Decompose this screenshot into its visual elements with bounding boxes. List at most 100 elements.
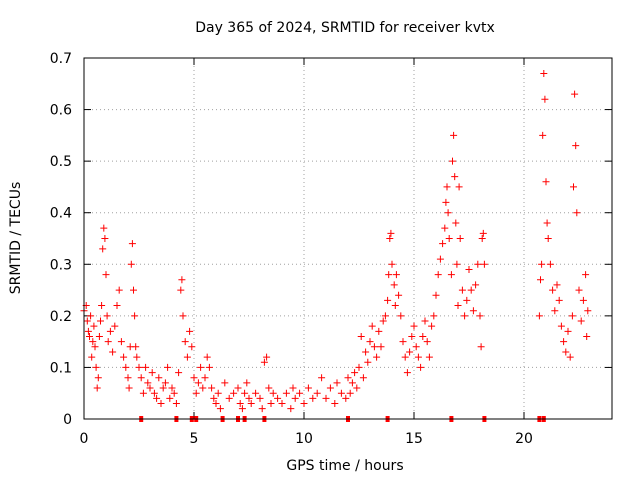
data-point <box>366 338 374 346</box>
data-point <box>436 255 444 263</box>
data-point <box>128 240 136 248</box>
data-point <box>313 389 321 397</box>
data-point <box>397 312 405 320</box>
data-point <box>83 317 91 325</box>
data-point <box>127 260 135 268</box>
x-tick-label: 15 <box>405 431 423 447</box>
data-point <box>247 400 255 408</box>
data-point <box>93 384 101 392</box>
y-tick-label: 0.4 <box>50 206 72 222</box>
data-point <box>267 400 275 408</box>
data-point <box>568 312 576 320</box>
data-point <box>346 389 354 397</box>
data-point <box>553 281 561 289</box>
data-point <box>124 374 132 382</box>
data-point <box>364 358 372 366</box>
data-point <box>183 353 191 361</box>
y-tick-label: 0.1 <box>50 360 72 376</box>
data-point <box>179 312 187 320</box>
data-point <box>403 369 411 377</box>
x-axis-label: GPS time / hours <box>286 458 403 474</box>
data-point <box>194 379 202 387</box>
x-tick-label: 0 <box>80 431 89 447</box>
data-point <box>377 343 385 351</box>
x-tick-label: 5 <box>190 431 199 447</box>
data-point <box>178 276 186 284</box>
data-point <box>155 374 163 382</box>
data-point <box>348 379 356 387</box>
data-point <box>91 343 99 351</box>
data-point <box>159 384 167 392</box>
data-point <box>282 389 290 397</box>
data-point <box>186 327 194 335</box>
data-point <box>100 224 108 232</box>
data-point <box>269 389 277 397</box>
data-point <box>265 384 273 392</box>
data-point <box>362 348 370 356</box>
data-point <box>444 209 452 217</box>
data-point <box>443 183 451 191</box>
data-point <box>236 400 244 408</box>
data-point <box>344 374 352 382</box>
data-point <box>94 374 102 382</box>
data-point <box>573 209 581 217</box>
data-point <box>175 369 183 377</box>
x-tick-label: 10 <box>295 431 313 447</box>
data-point <box>113 302 121 310</box>
data-point <box>245 394 253 402</box>
data-point <box>412 343 420 351</box>
data-point <box>260 358 268 366</box>
data-point <box>386 235 394 242</box>
data-point <box>546 260 554 268</box>
data-point <box>86 332 93 340</box>
data-point <box>150 389 158 397</box>
data-point <box>478 235 486 242</box>
data-point <box>120 353 128 361</box>
data-point <box>477 343 485 351</box>
data-point <box>97 317 104 325</box>
data-point <box>450 131 458 139</box>
data-point <box>541 95 549 103</box>
data-point <box>454 302 462 310</box>
data-point <box>300 400 308 408</box>
data-point <box>137 374 145 382</box>
data-point <box>216 405 224 413</box>
data-point <box>575 286 583 294</box>
data-point <box>423 338 431 346</box>
data-point <box>357 332 365 340</box>
y-tick-label: 0.2 <box>50 309 72 325</box>
data-point <box>572 142 580 150</box>
data-point <box>571 90 579 98</box>
data-point <box>146 384 154 392</box>
data-point <box>225 394 233 402</box>
data-point <box>161 379 169 387</box>
axis-ticks: 0 0.1 0.2 0.3 0.4 0.5 0.6 0.7 0 5 10 15 20 <box>50 51 612 447</box>
data-point <box>370 343 378 351</box>
data-point <box>537 276 544 284</box>
data-point <box>430 312 438 320</box>
data-point <box>392 271 400 279</box>
data-point <box>142 363 150 371</box>
data-point <box>538 260 546 268</box>
data-point <box>417 363 425 371</box>
data-point <box>172 400 180 408</box>
data-point <box>584 307 592 315</box>
data-point <box>214 389 222 397</box>
data-point <box>111 322 119 330</box>
data-point <box>164 363 172 371</box>
data-point <box>221 379 229 387</box>
data-point <box>205 363 213 371</box>
data-point <box>414 353 422 361</box>
data-point <box>181 338 189 346</box>
plot-frame <box>83 57 613 420</box>
data-point <box>410 322 418 330</box>
data-point <box>102 271 110 279</box>
data-point <box>157 400 165 408</box>
y-tick-label: 0.5 <box>50 154 72 170</box>
data-point <box>570 183 577 191</box>
data-point <box>385 271 393 279</box>
data-point <box>359 374 367 382</box>
data-point <box>579 296 587 304</box>
data-point <box>135 363 143 371</box>
